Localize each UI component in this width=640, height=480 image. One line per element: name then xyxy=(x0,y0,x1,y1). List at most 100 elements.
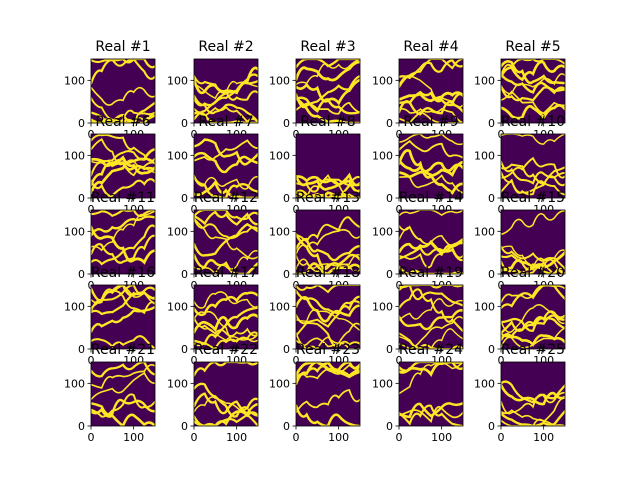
y-tick-label: 100 xyxy=(64,377,85,390)
channel-line xyxy=(296,176,360,193)
channel-line xyxy=(194,139,258,162)
y-tick-label: 100 xyxy=(372,300,393,313)
channel-line xyxy=(501,409,565,426)
channel-line xyxy=(501,73,565,95)
panel-channels xyxy=(91,285,155,349)
y-tick-label: 100 xyxy=(372,74,393,87)
y-tick-label: 0 xyxy=(488,268,495,281)
y-tick-label: 0 xyxy=(283,192,290,205)
panel-channels xyxy=(399,134,463,195)
y-tick-label: 0 xyxy=(386,420,393,433)
y-tick-label: 100 xyxy=(474,74,495,87)
panel-channels xyxy=(91,134,155,197)
x-tick-label: 0 xyxy=(293,354,300,367)
x-tick-label: 0 xyxy=(191,203,198,216)
y-tick-label: 100 xyxy=(64,74,85,87)
x-tick-label: 100 xyxy=(431,431,452,444)
y-tick-label: 100 xyxy=(474,149,495,162)
y-tick-label: 100 xyxy=(167,225,188,238)
channel-line xyxy=(399,111,463,123)
panel-frame xyxy=(193,58,259,124)
panel-channels xyxy=(296,216,360,274)
channel-line xyxy=(399,328,463,349)
panel-channels xyxy=(399,210,463,274)
channel-line xyxy=(399,149,463,179)
y-tick-label: 100 xyxy=(167,377,188,390)
channel-line xyxy=(399,139,463,159)
y-tick-label: 0 xyxy=(488,192,495,205)
channel-line xyxy=(501,397,565,426)
channel-line xyxy=(91,234,155,264)
x-tick-label: 0 xyxy=(88,203,95,216)
y-tick-label: 100 xyxy=(269,225,290,238)
y-tick-label: 100 xyxy=(474,300,495,313)
channel-line xyxy=(296,322,360,349)
channel-line xyxy=(296,228,360,255)
channel-line xyxy=(296,237,360,262)
panel-channels xyxy=(194,291,258,349)
panel-channels xyxy=(296,59,360,123)
panel-frame xyxy=(398,209,464,275)
channel-line xyxy=(91,59,155,80)
channel-line xyxy=(399,285,463,307)
channel-line xyxy=(399,245,463,262)
channel-line xyxy=(91,158,155,174)
y-tick-label: 100 xyxy=(64,300,85,313)
channel-line xyxy=(91,335,155,349)
channel-line xyxy=(91,138,155,177)
channel-line xyxy=(194,253,258,274)
panel-frame xyxy=(193,133,259,199)
channel-line xyxy=(296,96,360,123)
panel-frame xyxy=(90,361,156,427)
panel-frame xyxy=(398,284,464,350)
channel-line xyxy=(501,383,565,406)
panel-frame xyxy=(295,209,361,275)
panel-channels xyxy=(91,59,155,123)
x-tick-label: 0 xyxy=(498,203,505,216)
channel-line xyxy=(296,289,360,315)
panel-frame xyxy=(295,58,361,124)
channel-line xyxy=(501,260,565,274)
y-tick-label: 0 xyxy=(78,420,85,433)
panel-title: Real #1 xyxy=(95,39,150,55)
panel-title: Real #25 xyxy=(501,342,565,358)
panel-title: Real #10 xyxy=(501,114,565,130)
channel-line xyxy=(194,80,258,100)
channel-line xyxy=(194,179,258,198)
panel-frame xyxy=(500,361,566,427)
x-tick-label: 0 xyxy=(396,431,403,444)
channel-line xyxy=(399,224,463,259)
channel-line xyxy=(91,393,155,418)
channel-line xyxy=(501,60,565,82)
panel-image xyxy=(399,134,463,198)
y-tick-label: 100 xyxy=(474,225,495,238)
channel-line xyxy=(91,225,155,265)
channel-line xyxy=(296,331,360,349)
channel-line xyxy=(399,298,463,322)
panel-channels xyxy=(399,59,463,123)
y-tick-label: 100 xyxy=(64,225,85,238)
panel-title: Real #5 xyxy=(505,39,560,55)
x-tick-label: 100 xyxy=(226,431,247,444)
channel-line xyxy=(296,258,360,272)
channel-line xyxy=(91,59,155,85)
channel-line xyxy=(194,174,258,198)
channel-line xyxy=(296,174,360,193)
channel-line xyxy=(399,74,463,108)
panel-channels xyxy=(296,362,360,426)
channel-line xyxy=(296,78,360,106)
y-tick-label: 100 xyxy=(269,74,290,87)
panel-channels xyxy=(501,59,565,120)
channel-line xyxy=(91,86,155,106)
panel-frame xyxy=(398,58,464,124)
channel-line xyxy=(91,210,155,218)
